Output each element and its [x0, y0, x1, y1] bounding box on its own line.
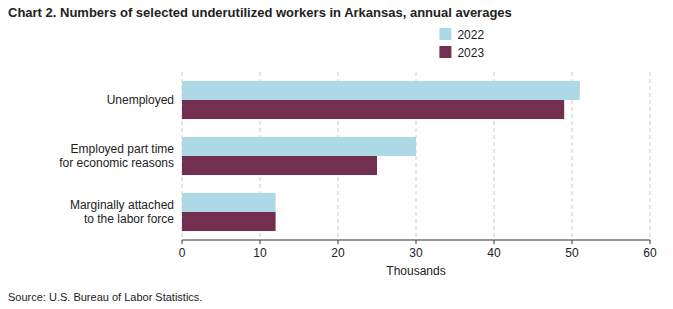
chart-svg: Chart 2. Numbers of selected underutiliz…	[0, 0, 673, 309]
x-axis-line	[182, 240, 650, 241]
bar	[182, 100, 564, 119]
bar	[182, 156, 377, 175]
bars	[182, 81, 580, 231]
category-label: Unemployed	[107, 93, 174, 107]
tick-label: 10	[253, 246, 267, 260]
category-label: Marginally attachedto the labor force	[70, 198, 174, 226]
legend-label: 2022	[457, 28, 484, 42]
bar	[182, 81, 580, 100]
tick-mark	[416, 240, 417, 244]
bar	[182, 193, 276, 212]
legend-swatch	[439, 46, 451, 58]
x-axis-label: Thousands	[386, 264, 445, 278]
bar	[182, 212, 276, 231]
grid-line	[650, 72, 651, 240]
tick-mark	[494, 240, 495, 244]
tick-mark	[650, 240, 651, 244]
tick-mark	[182, 240, 183, 244]
tick-mark	[572, 240, 573, 244]
tick-label: 60	[643, 246, 657, 260]
legend-swatch	[439, 28, 451, 40]
grid	[182, 72, 650, 240]
legend-label: 2023	[457, 46, 484, 60]
tick-label: 0	[179, 246, 186, 260]
source-note: Source: U.S. Bureau of Labor Statistics.	[8, 291, 202, 303]
bar	[182, 137, 416, 156]
tick-label: 30	[409, 246, 423, 260]
tick-label: 50	[565, 246, 579, 260]
title: Chart 2. Numbers of selected underutiliz…	[8, 5, 512, 20]
chart-container: Chart 2. Numbers of selected underutiliz…	[0, 0, 673, 309]
tick-mark	[260, 240, 261, 244]
category-label: Employed part timefor economic reasons	[59, 142, 174, 170]
tick-mark	[338, 240, 339, 244]
tick-label: 20	[331, 246, 345, 260]
legend: 2022 2023	[439, 28, 484, 60]
tick-label: 40	[487, 246, 501, 260]
